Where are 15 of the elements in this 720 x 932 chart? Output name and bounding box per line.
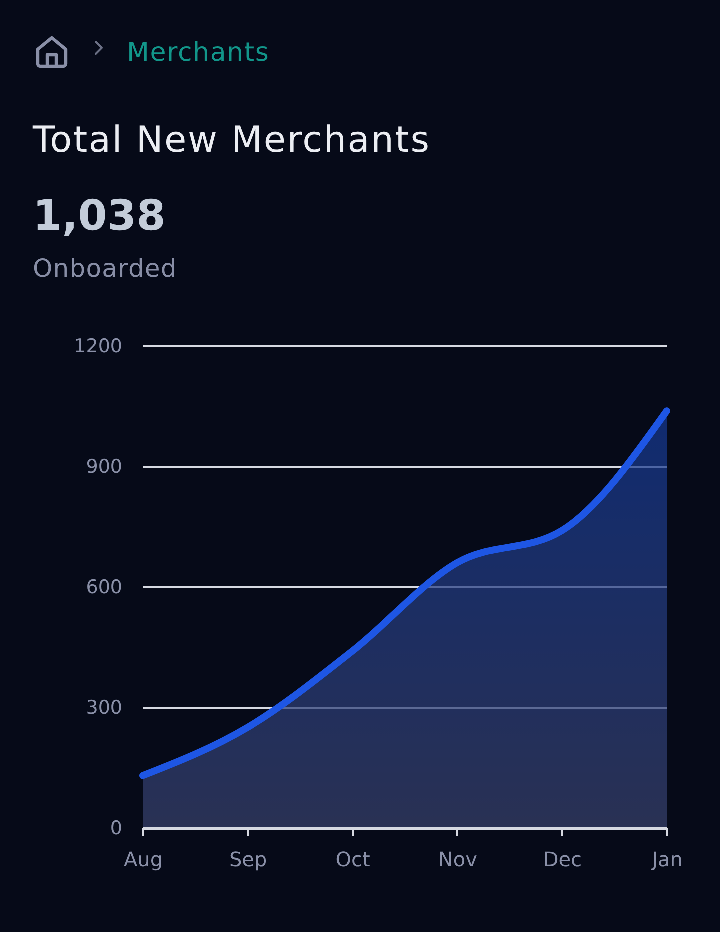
x-tick-label: Jan xyxy=(650,848,683,872)
x-tick-label: Aug xyxy=(124,848,164,872)
text: 1,038 xyxy=(33,191,166,240)
y-tick-label: 300 xyxy=(86,697,122,719)
text: Onboarded xyxy=(33,254,178,283)
x-tick-label: Dec xyxy=(543,848,582,872)
text: Merchants xyxy=(127,38,270,68)
chart-title: Total New Merchants xyxy=(33,120,431,161)
y-tick-label: 1200 xyxy=(74,336,122,358)
x-tick-label: Oct xyxy=(336,848,371,872)
y-tick-label: 900 xyxy=(86,456,122,478)
x-tick-label: Nov xyxy=(438,848,478,872)
x-tick-label: Sep xyxy=(229,848,268,872)
y-tick-label: 0 xyxy=(110,818,122,840)
y-tick-label: 600 xyxy=(86,576,122,598)
